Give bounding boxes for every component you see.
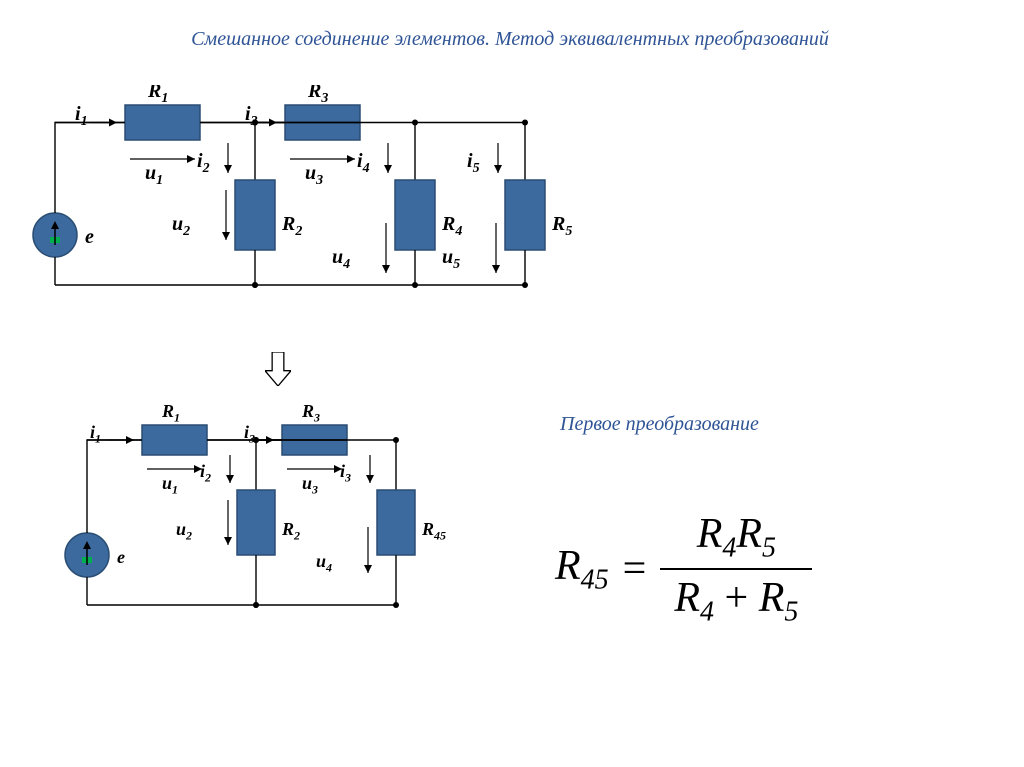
svg-text:R5: R5 bbox=[551, 213, 572, 239]
svg-text:i2: i2 bbox=[197, 150, 210, 176]
svg-text:u1: u1 bbox=[145, 162, 163, 188]
circuit-diagram-1: eR1i1u1R3i3u3R2i2u2R4i4u4R5i5u5 bbox=[30, 85, 610, 315]
formula-r45: R45 = R4R5 R4 + R5 bbox=[555, 510, 812, 629]
svg-text:i5: i5 bbox=[467, 150, 480, 176]
svg-text:u5: u5 bbox=[442, 246, 460, 272]
svg-text:R3: R3 bbox=[307, 85, 328, 106]
svg-text:R1: R1 bbox=[161, 405, 180, 425]
svg-text:i1: i1 bbox=[90, 422, 101, 446]
down-arrow-icon bbox=[265, 352, 291, 386]
svg-text:R1: R1 bbox=[147, 85, 168, 106]
svg-text:R45: R45 bbox=[421, 519, 446, 543]
page-title: Смешанное соединение элементов. Метод эк… bbox=[100, 28, 920, 51]
svg-text:i2: i2 bbox=[200, 461, 211, 485]
subtitle: Первое преобразование bbox=[560, 413, 759, 436]
svg-text:i1: i1 bbox=[75, 103, 88, 129]
svg-text:R3: R3 bbox=[301, 405, 320, 425]
svg-text:e: e bbox=[85, 226, 94, 248]
svg-text:i3: i3 bbox=[244, 422, 255, 446]
svg-text:u3: u3 bbox=[302, 473, 318, 497]
svg-text:R2: R2 bbox=[281, 519, 300, 543]
svg-text:u1: u1 bbox=[162, 473, 178, 497]
svg-text:u2: u2 bbox=[176, 519, 192, 543]
svg-text:u4: u4 bbox=[332, 246, 350, 272]
svg-text:R2: R2 bbox=[281, 213, 302, 239]
svg-text:u3: u3 bbox=[305, 162, 323, 188]
svg-text:u4: u4 bbox=[316, 551, 332, 575]
svg-text:i4: i4 bbox=[357, 150, 370, 176]
circuit-diagram-2: e R1 i1 u1 R3 i3 u3R2 i2 u2 R45 i3 u4 bbox=[62, 405, 492, 635]
svg-text:u2: u2 bbox=[172, 213, 190, 239]
svg-text:i3: i3 bbox=[340, 461, 351, 485]
svg-text:e: e bbox=[117, 547, 125, 567]
svg-text:R4: R4 bbox=[441, 213, 462, 239]
